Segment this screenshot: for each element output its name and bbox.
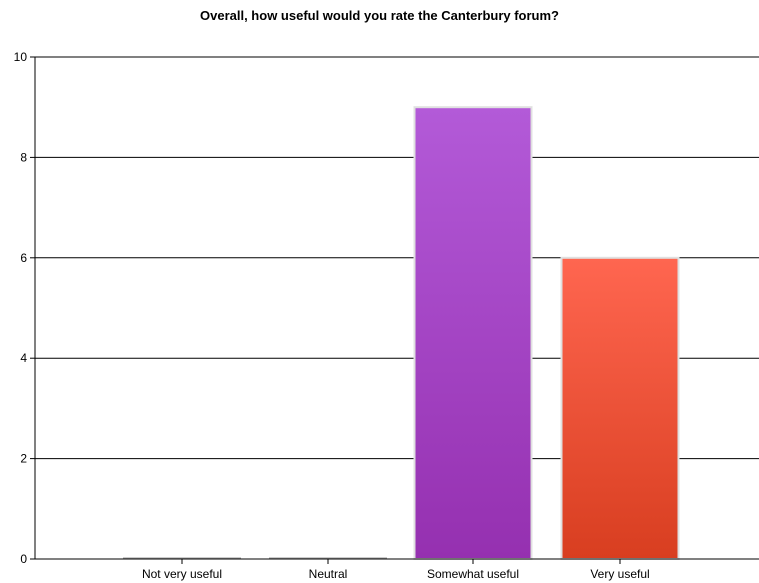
x-tick-label: Neutral	[309, 567, 348, 581]
bar-very-useful	[560, 256, 680, 560]
bars	[123, 106, 680, 560]
chart-title: Overall, how useful would you rate the C…	[200, 8, 559, 23]
y-tick-label: 8	[20, 150, 27, 164]
tick-labels: 0 2 4 6 8 10 Not very useful Neutral Somewhat us…	[14, 50, 650, 581]
y-tick-label: 6	[20, 251, 27, 265]
x-tick-label: Very useful	[590, 567, 649, 581]
axes	[30, 56, 759, 564]
y-tick-label: 0	[20, 552, 27, 566]
x-tick-label: Somewhat useful	[427, 567, 519, 581]
x-tick-label: Not very useful	[142, 567, 222, 581]
bar-somewhat-useful	[413, 106, 533, 560]
y-tick-label: 4	[20, 351, 27, 365]
y-tick-label: 2	[20, 452, 27, 466]
y-tick-label: 10	[14, 50, 28, 64]
